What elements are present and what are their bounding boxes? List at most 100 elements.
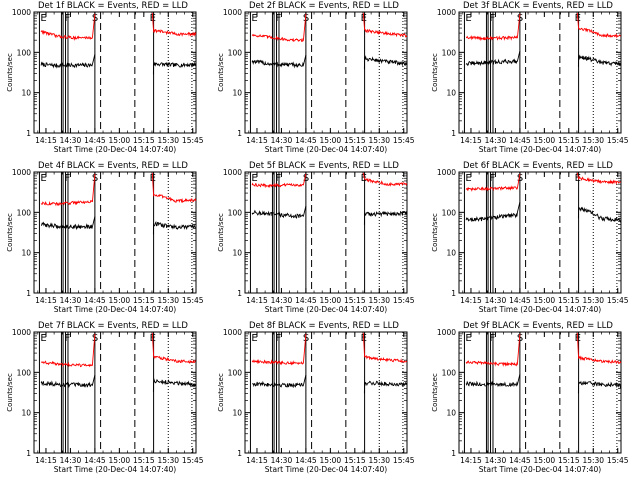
chart-title: Det 6f BLACK = Events, RED = LLD: [463, 161, 613, 171]
series-line-events-after: [577, 206, 622, 223]
marker-letter: F: [65, 13, 71, 24]
x-tick-label: 14:45: [509, 296, 531, 305]
x-tick-label: 14:15: [35, 136, 57, 145]
chart-panel: Det 6f BLACK = Events, RED = LLD 1 10 100 10…: [431, 161, 629, 314]
chart-panel: Det 3f BLACK = Events, RED = LLD 1 10 100 10…: [431, 1, 629, 154]
x-tick-label: 14:15: [35, 296, 57, 305]
x-tick-label: 14:15: [246, 136, 268, 145]
series-line-events: [252, 374, 307, 389]
y-tick-label: 10: [21, 249, 31, 258]
x-tick-label: 15:15: [133, 296, 155, 305]
x-tick-label: 15:30: [582, 296, 604, 305]
series-line-events-after: [577, 54, 622, 67]
chart-title: Det 7f BLACK = Events, RED = LLD: [38, 321, 188, 331]
marker-letter: F: [490, 333, 496, 344]
series-line-lld-after: [362, 12, 408, 38]
marker-letter: S: [92, 333, 98, 344]
x-tick-label: 15:00: [534, 456, 556, 465]
chart-panel: Det 2f BLACK = Events, RED = LLD 1 10 100 10…: [217, 1, 415, 154]
y-tick-label: 1000: [223, 8, 242, 17]
y-tick-label: 10: [21, 409, 31, 418]
chart-panel: Det 9f BLACK = Events, RED = LLD 1 10 100 10…: [431, 321, 629, 474]
x-axis-label: Start Time (20-Dec-04 14:07:40): [54, 465, 176, 474]
marker-letter: F: [65, 173, 71, 184]
series-line-lld-after: [576, 12, 621, 39]
x-tick-label: 14:15: [246, 296, 268, 305]
x-tick-label: 14:45: [509, 136, 531, 145]
x-tick-label: 15:45: [182, 136, 204, 145]
series-line-events-after: [152, 61, 197, 75]
y-tick-label: 100: [228, 208, 243, 217]
plot-frame: [33, 11, 197, 134]
marker-letter: E: [40, 173, 46, 184]
plot-frame: [33, 331, 197, 454]
x-tick-label: 15:15: [344, 296, 366, 305]
y-tick-label: 1: [451, 289, 456, 298]
x-tick-label: 14:15: [460, 136, 482, 145]
x-tick-label: 15:45: [393, 456, 415, 465]
chart-title: Det 5f BLACK = Events, RED = LLD: [249, 161, 399, 171]
y-tick-label: 100: [442, 368, 457, 377]
marker-letter: E: [251, 13, 257, 24]
x-tick-label: 14:45: [509, 456, 531, 465]
plot-frame: [244, 11, 408, 134]
marker-letter: S: [303, 173, 309, 184]
series-line-lld: [465, 173, 521, 192]
x-tick-label: 14:45: [295, 456, 317, 465]
x-axis-label: Start Time (20-Dec-04 14:07:40): [54, 305, 176, 314]
series-line-lld: [465, 333, 521, 367]
series-line-events: [251, 54, 307, 69]
marker-letter: S: [303, 333, 309, 344]
y-axis-label: Counts/sec: [431, 373, 439, 412]
marker-letter: E: [465, 13, 471, 24]
series-line-events: [251, 205, 307, 219]
marker-letter: S: [92, 173, 98, 184]
x-tick-label: 15:00: [320, 296, 342, 305]
series-line-events-after: [152, 221, 196, 235]
x-tick-label: 14:45: [295, 136, 317, 145]
x-tick-label: 14:30: [271, 136, 293, 145]
series-line-events-after: [152, 378, 197, 392]
y-axis-label: Counts/sec: [431, 213, 439, 252]
marker-letter: E: [40, 13, 46, 24]
y-axis-label: Counts/sec: [431, 53, 439, 92]
x-axis-label: Start Time (20-Dec-04 14:07:40): [265, 305, 387, 314]
x-tick-label: 14:30: [485, 136, 507, 145]
series-line-events: [465, 50, 521, 67]
chart-panel: Det 1f BLACK = Events, RED = LLD 1 10 100 10…: [6, 1, 204, 154]
x-tick-label: 15:30: [582, 136, 604, 145]
y-tick-label: 1000: [223, 168, 242, 177]
marker-letter: S: [517, 173, 523, 184]
y-tick-label: 1000: [437, 328, 456, 337]
series-line-lld-after: [151, 332, 196, 364]
x-tick-label: 14:15: [35, 456, 57, 465]
x-tick-label: 15:00: [109, 456, 131, 465]
x-tick-label: 15:30: [157, 296, 179, 305]
series-line-events: [40, 216, 96, 231]
y-tick-label: 1: [237, 449, 242, 458]
y-tick-label: 100: [17, 368, 32, 377]
y-tick-label: 10: [21, 89, 31, 98]
x-axis-label: Start Time (20-Dec-04 14:07:40): [479, 145, 601, 154]
plot-frame: [244, 171, 408, 294]
y-tick-label: 1: [26, 449, 31, 458]
y-tick-label: 1000: [12, 8, 31, 17]
x-tick-label: 15:30: [157, 456, 179, 465]
y-axis-label: Counts/sec: [217, 213, 225, 252]
series-line-lld-after: [151, 172, 197, 204]
chart-title: Det 2f BLACK = Events, RED = LLD: [249, 1, 399, 11]
x-tick-label: 14:30: [485, 456, 507, 465]
x-tick-label: 14:30: [271, 296, 293, 305]
y-tick-label: 1: [26, 289, 31, 298]
y-tick-label: 1000: [223, 328, 242, 337]
x-axis-label: Start Time (20-Dec-04 14:07:40): [479, 465, 601, 474]
chart-panel: Det 4f BLACK = Events, RED = LLD 1 10 100 10…: [6, 161, 204, 314]
chart-panel: Det 8f BLACK = Events, RED = LLD 1 10 100 10…: [217, 321, 415, 474]
marker-letter: F: [276, 13, 282, 24]
x-tick-label: 15:00: [109, 296, 131, 305]
series-line-events-after: [363, 55, 408, 70]
marker-letter: E: [251, 173, 257, 184]
y-axis-label: Counts/sec: [217, 373, 225, 412]
x-tick-label: 15:45: [393, 296, 415, 305]
plot-frame: [33, 171, 197, 294]
